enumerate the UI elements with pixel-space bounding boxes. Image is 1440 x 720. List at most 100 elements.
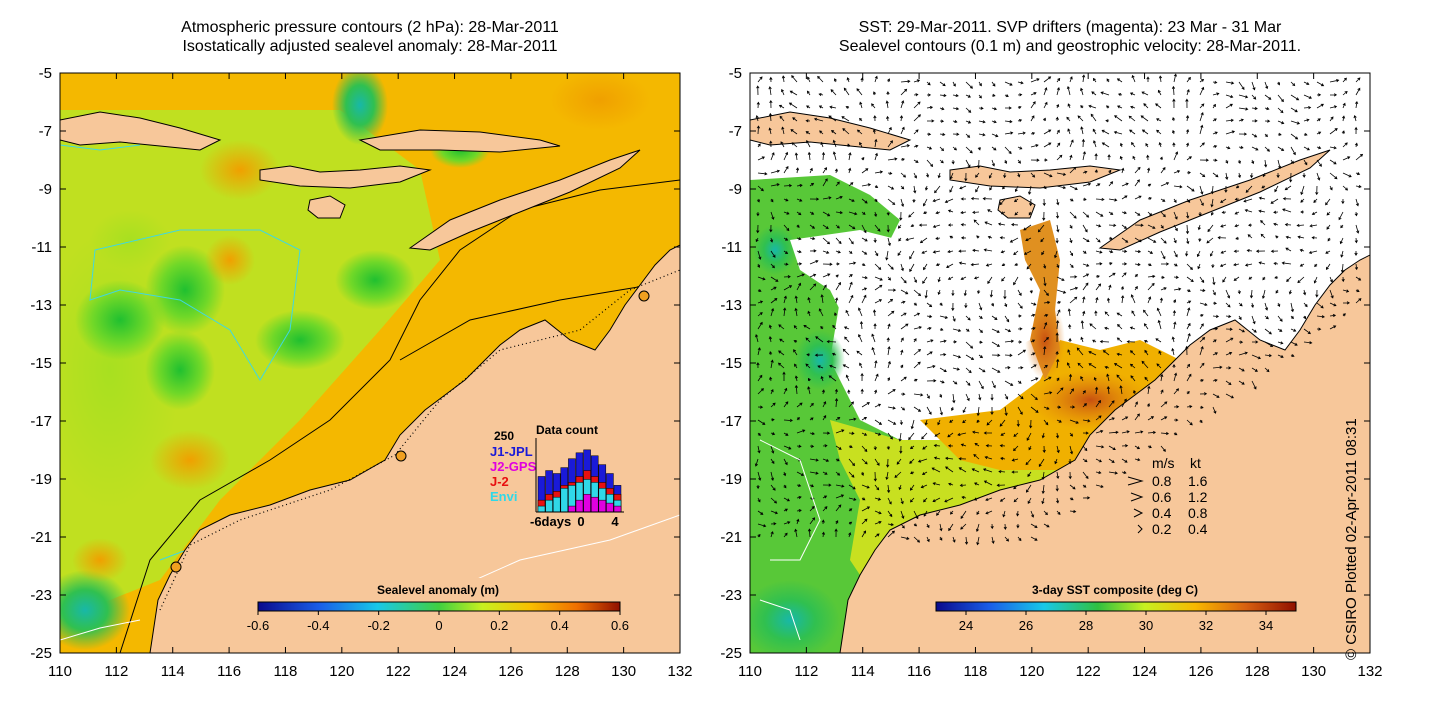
velocity-arrow [1141,91,1149,96]
velocity-arrow [1316,131,1322,135]
velocity-arrow [1095,275,1100,279]
velocity-arrow [1275,235,1279,239]
velocity-arrow [809,236,816,241]
velocity-arrow [1017,289,1022,296]
data-count-bars [537,449,622,513]
colorbar-tick-label: 0 [435,618,442,633]
velocity-arrow [1129,326,1136,330]
velocity-arrow [1277,146,1285,151]
velocity-arrow [783,275,791,279]
velocity-arrow [1299,248,1305,252]
velocity-arrow [1199,323,1204,330]
velocity-arrow [1206,237,1214,244]
velocity-arrow [807,296,811,304]
velocity-legend-arrow [1130,492,1144,502]
velocity-arrow [1147,416,1155,421]
velocity-arrow [987,235,993,239]
y-tick-label: -15 [30,355,52,372]
velocity-arrow [1212,80,1218,84]
velocity-arrow [1069,211,1077,219]
velocity-arrow [926,326,932,331]
velocity-arrow [1172,129,1176,135]
velocity-arrow [1080,126,1084,135]
velocity-arrow [793,340,798,343]
velocity-arrow [935,263,941,267]
velocity-arrow [1308,250,1318,254]
velocity-arrow [937,276,941,283]
velocity-arrow [1133,389,1137,395]
velocity-arrow [926,93,932,97]
velocity-arrow [1244,209,1253,213]
velocity-arrow [937,172,941,179]
velocity-arrow [1017,327,1023,331]
velocity-arrow [1186,185,1195,192]
velocity-arrow [1143,339,1149,343]
velocity-arrow [1017,159,1022,164]
velocity-arrow [1095,262,1103,266]
velocity-arrow [991,93,996,97]
velocity-arrow [983,480,993,486]
velocity-arrow [1160,237,1167,244]
velocity-arrow [899,211,903,221]
velocity-arrow [1043,142,1052,148]
velocity-arrow [821,151,826,161]
velocity-arrow [899,445,903,454]
velocity-arrow [1088,351,1097,356]
sla-colorbar-bar [257,601,621,612]
velocity-arrow [1134,166,1141,174]
velocity-arrow [900,126,905,135]
velocity-arrow [1088,104,1097,109]
velocity-arrow [952,367,960,371]
velocity-arrow [926,406,932,415]
velocity-arrow [1014,185,1019,193]
velocity-arrow [1108,223,1117,227]
velocity-arrow [848,224,856,230]
velocity-arrow [1056,309,1061,317]
velocity-arrow [1091,91,1097,96]
velocity-arrow [1237,159,1241,165]
velocity-arrow [1303,302,1308,308]
velocity-arrow [1316,159,1322,167]
velocity-arrow [1116,105,1123,109]
velocity-arrow [939,393,943,398]
velocity-arrow [1108,430,1119,434]
velocity-arrow [1056,154,1063,161]
velocity-arrow [1251,81,1256,91]
velocity-arrow [1144,376,1149,382]
velocity-arrow [1092,128,1097,135]
velocity-arrow [830,89,837,96]
velocity-arrow [1327,237,1331,242]
y-tick-label: -7 [39,123,52,140]
velocity-arrow [1277,107,1284,114]
velocity-arrow [939,380,945,384]
velocity-arrow [757,445,761,454]
velocity-arrow [861,276,868,280]
velocity-arrow [958,467,967,473]
velocity-arrow [796,471,805,476]
velocity-arrow [834,312,838,317]
velocity-arrow [973,453,980,460]
velocity-arrow [1134,413,1140,421]
velocity-arrow [1134,401,1138,408]
velocity-arrow [848,445,853,449]
velocity-arrow [963,289,967,297]
velocity-arrow [1199,419,1203,424]
velocity-arrow [1043,276,1047,287]
velocity-arrow [999,419,1006,427]
velocity-arrow [1082,263,1090,267]
velocity-arrow [1185,224,1190,235]
velocity-arrow [1238,81,1245,90]
velocity-arrow [1116,352,1123,356]
velocity-arrow [1116,312,1123,317]
velocity-arrow [859,117,863,122]
velocity-arrow [1290,120,1301,125]
velocity-arrow [1212,131,1218,135]
velocity-arrow [829,364,837,369]
velocity-arrow [1186,128,1190,135]
velocity-arrow [923,198,928,207]
velocity-arrow [1277,81,1280,86]
velocity-arrow [965,146,973,154]
velocity-arrow [1121,470,1127,475]
velocity-arrow [1225,118,1234,123]
